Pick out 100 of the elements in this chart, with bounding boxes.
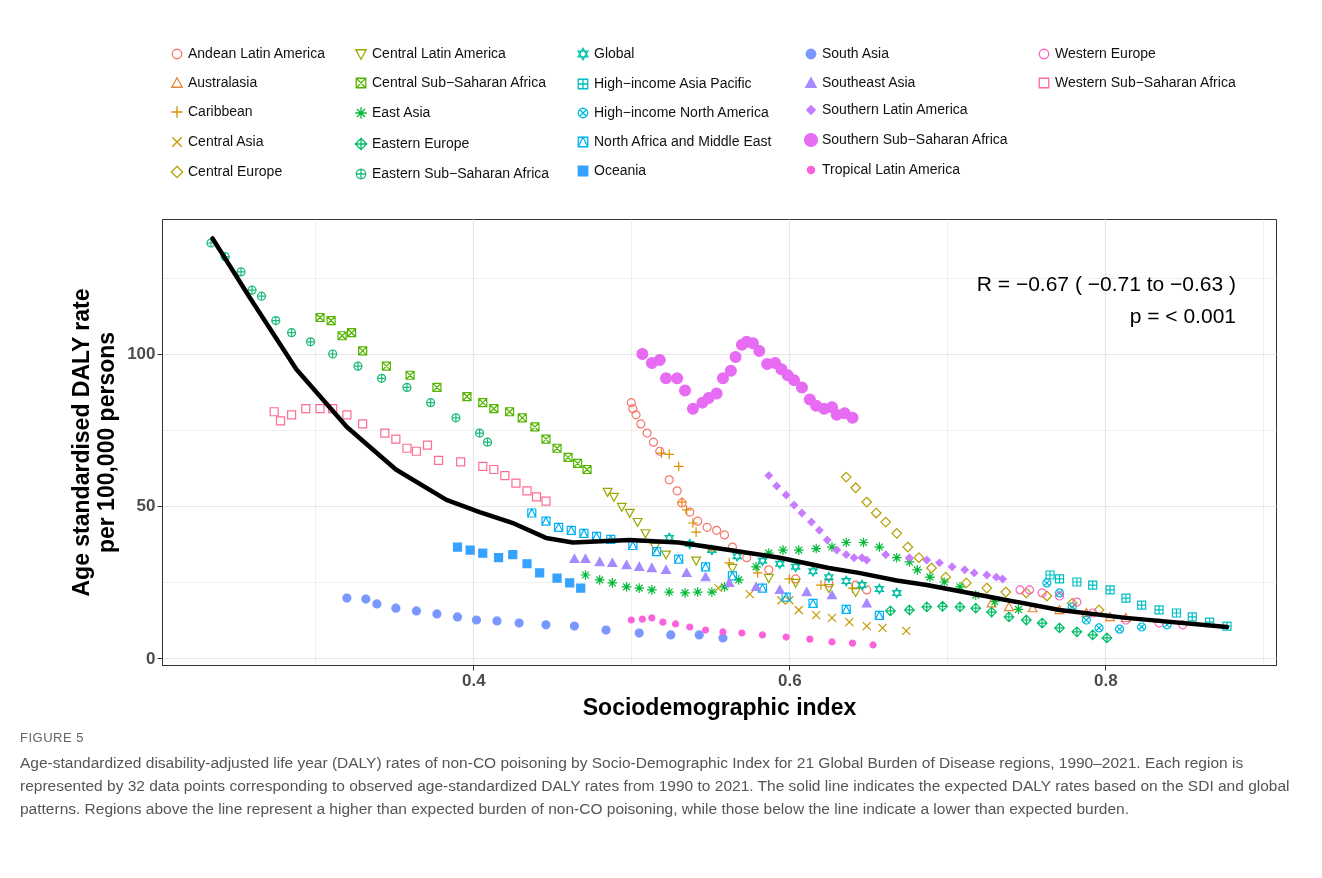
point bbox=[862, 621, 872, 631]
y-tick-label: 50 bbox=[136, 496, 156, 516]
point bbox=[862, 555, 871, 565]
point bbox=[286, 328, 297, 338]
point bbox=[1020, 614, 1032, 626]
point bbox=[271, 315, 281, 326]
point bbox=[970, 602, 982, 614]
point bbox=[286, 410, 297, 420]
point bbox=[679, 587, 691, 599]
point bbox=[905, 553, 914, 562]
point bbox=[471, 615, 482, 625]
point bbox=[686, 623, 694, 631]
annotation: p = < 0.001 bbox=[1129, 304, 1236, 327]
point bbox=[954, 601, 966, 613]
point bbox=[628, 404, 638, 414]
point bbox=[456, 457, 466, 467]
point bbox=[493, 553, 504, 563]
legend-label: Andean Latin America bbox=[188, 45, 326, 61]
point bbox=[236, 267, 246, 277]
point bbox=[601, 625, 611, 635]
point bbox=[1105, 585, 1115, 595]
point bbox=[247, 285, 257, 295]
point bbox=[1137, 600, 1147, 610]
point bbox=[1020, 587, 1032, 599]
point bbox=[844, 617, 854, 627]
y-tick-label: 0 bbox=[146, 648, 156, 668]
point bbox=[1041, 590, 1053, 602]
point bbox=[572, 458, 583, 469]
point bbox=[452, 542, 463, 552]
point bbox=[891, 552, 903, 564]
point bbox=[489, 464, 499, 475]
point bbox=[790, 578, 801, 588]
point bbox=[727, 571, 738, 581]
point bbox=[700, 572, 711, 582]
point bbox=[986, 598, 997, 608]
point bbox=[1015, 585, 1025, 595]
point bbox=[462, 391, 472, 402]
point bbox=[566, 525, 576, 535]
point bbox=[671, 372, 684, 385]
legend-label: High−income Asia Pacific bbox=[594, 75, 752, 91]
point bbox=[1024, 585, 1035, 595]
point bbox=[713, 583, 723, 593]
point bbox=[1081, 615, 1091, 625]
point bbox=[627, 616, 635, 624]
point bbox=[634, 561, 645, 571]
legend-label: Western Europe bbox=[1055, 45, 1157, 61]
point bbox=[269, 407, 279, 417]
point bbox=[580, 569, 591, 581]
point bbox=[692, 586, 704, 598]
point bbox=[565, 578, 575, 588]
point bbox=[764, 565, 774, 575]
point bbox=[719, 581, 730, 593]
point bbox=[541, 620, 551, 630]
point bbox=[795, 381, 808, 394]
point bbox=[342, 410, 352, 420]
point bbox=[505, 407, 515, 417]
point bbox=[666, 630, 676, 640]
point bbox=[781, 490, 791, 500]
point bbox=[342, 593, 352, 603]
point bbox=[522, 559, 532, 569]
point bbox=[554, 522, 564, 532]
point bbox=[671, 620, 680, 628]
point bbox=[661, 564, 672, 575]
point bbox=[724, 577, 735, 588]
point bbox=[733, 574, 745, 586]
point bbox=[478, 398, 488, 408]
point bbox=[861, 598, 872, 608]
point bbox=[328, 349, 338, 359]
point bbox=[848, 639, 857, 647]
point bbox=[391, 434, 401, 444]
point bbox=[648, 614, 656, 622]
point bbox=[411, 446, 421, 456]
point bbox=[794, 605, 804, 615]
point bbox=[582, 464, 592, 475]
point bbox=[982, 570, 992, 580]
x-tick-label: 0.6 bbox=[778, 670, 802, 690]
legend-label: Caribbean bbox=[188, 103, 253, 119]
point bbox=[841, 604, 851, 614]
point bbox=[380, 428, 390, 438]
point bbox=[391, 603, 401, 613]
point bbox=[594, 574, 606, 586]
point bbox=[492, 616, 502, 626]
legend-label: Central Sub−Saharan Africa bbox=[372, 74, 547, 90]
point bbox=[902, 541, 914, 553]
point bbox=[808, 565, 818, 577]
point bbox=[922, 555, 931, 565]
point bbox=[823, 535, 832, 545]
point bbox=[832, 545, 841, 555]
point bbox=[986, 606, 997, 618]
point bbox=[372, 599, 382, 609]
point bbox=[552, 573, 562, 583]
point bbox=[661, 550, 672, 560]
point bbox=[783, 573, 795, 585]
point bbox=[694, 630, 704, 640]
point bbox=[826, 541, 838, 553]
point bbox=[489, 404, 499, 414]
y-axis-title: Age standardised DALY rate per 100,000 persons bbox=[68, 288, 120, 597]
point bbox=[904, 604, 915, 616]
point bbox=[921, 601, 933, 613]
point bbox=[729, 351, 742, 364]
